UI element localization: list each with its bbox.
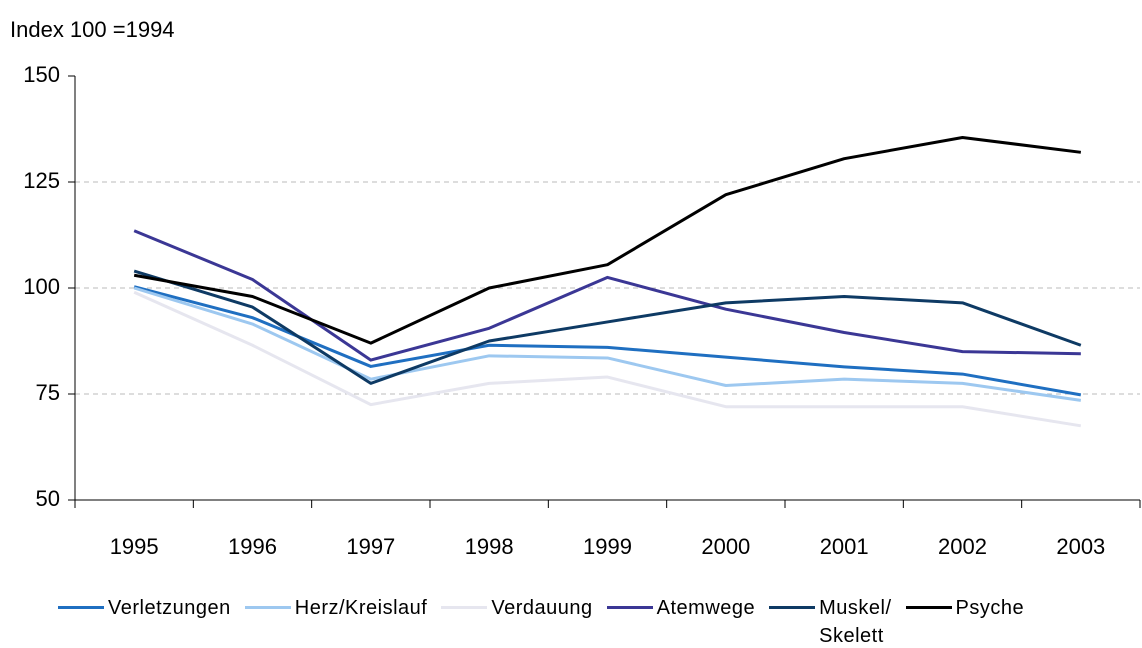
x-tick-label: 1999 [583,534,632,559]
y-tick-label: 125 [23,168,60,193]
legend-swatch [905,606,952,609]
chart-title: Index 100 =1994 [10,17,175,42]
x-tick-label: 2000 [701,534,750,559]
legend-swatch [769,606,816,609]
x-tick-label: 2001 [820,534,869,559]
x-tick-label: 2002 [938,534,987,559]
legend-swatch [606,606,653,609]
legend-label: Atemwege [656,597,756,619]
y-tick-label: 75 [36,380,60,405]
legend-label: Muskel/ Skelett [819,597,892,647]
series-line [133,135,1082,345]
x-tick-label: 2003 [1056,534,1105,559]
x-tick-label: 1996 [228,534,277,559]
legend-item: Atemwege [606,594,756,622]
legend-label: Psyche [955,597,1025,619]
legend-label: Verdauung [491,597,593,619]
y-tick-label: 100 [23,274,60,299]
legend-item: Verdauung [441,594,592,622]
legend: Verletzungen Herz/Kreislauf Verdauung Atemw… [58,594,1024,648]
y-tick-label: 50 [36,486,60,511]
series-line [133,290,1082,428]
legend-swatch [441,606,488,609]
series-line [133,229,1081,362]
legend-label: Verletzungen [108,597,231,619]
legend-item: Herz/Kreislauf [244,594,428,622]
chart: Index 100 =1994 50 75 100 125 150 1995 1996 199… [10,17,1141,559]
series-line [133,286,1082,402]
legend-item: Muskel/ Skelett [769,594,891,648]
y-tick-label: 150 [23,62,60,87]
series-line [133,269,1082,385]
legend-item: Verletzungen [58,594,231,622]
x-tick-label: 1997 [346,534,395,559]
legend-item: Psyche [905,594,1025,622]
legend-label: Herz/Kreislauf [294,597,428,619]
x-tick-label: 1995 [110,534,159,559]
legend-swatch [244,606,291,609]
x-tick-label: 1998 [465,534,514,559]
legend-swatch [58,606,104,609]
